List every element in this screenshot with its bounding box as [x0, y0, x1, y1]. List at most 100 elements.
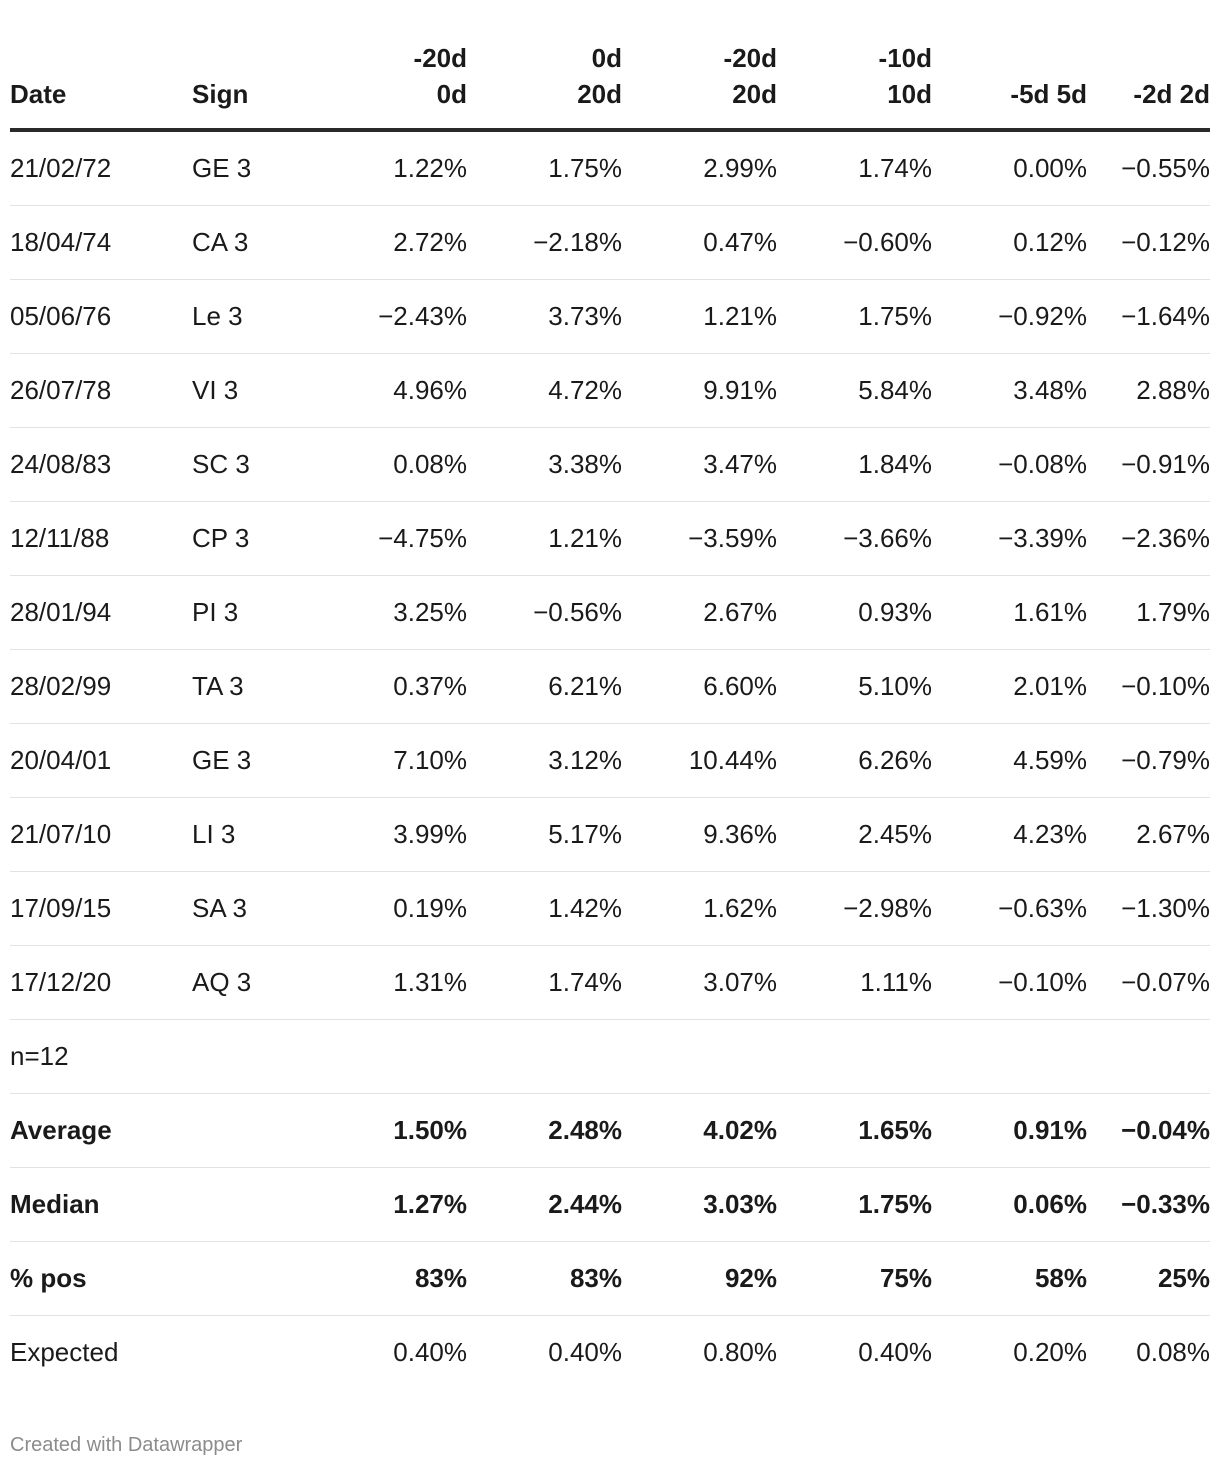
summary-value: 0.80% [703, 1337, 777, 1367]
column-header-line2: Sign [192, 79, 249, 109]
value-cell: 6.26% [777, 723, 932, 798]
value-cell: 4.96% [312, 353, 467, 428]
summary-label: Expected [10, 1337, 119, 1367]
data-table-container: Date Sign -20d 0d 0d 20d -20d 20d -10d 10d -5d 5d -… [10, 40, 1210, 1389]
column-header: Date [10, 40, 192, 132]
value-cell: −0.12% [1087, 205, 1210, 280]
summary-label: Average [10, 1093, 192, 1168]
value-cell: 1.21% [622, 279, 777, 354]
date-cell: 26/07/78 [10, 353, 192, 428]
summary-value: −0.33% [1087, 1167, 1210, 1242]
summary-row: Median 1.27% 2.44% 3.03% 1.75% 0.06% −0.33% [10, 1167, 1210, 1242]
empty-cell [192, 1316, 312, 1390]
value-cell: −0.92% [932, 279, 1087, 354]
value-cell: −1.64% [1087, 279, 1210, 354]
value-cell: 0.08% [312, 427, 467, 502]
summary-label: Median [10, 1167, 192, 1242]
value-cell: −0.60% [777, 205, 932, 280]
summary-value: −0.04% [1087, 1093, 1210, 1168]
value-cell: 1.84% [777, 427, 932, 502]
value-cell: 3.07% [622, 945, 777, 1020]
column-header-line2: -2d 2d [1133, 79, 1210, 109]
empty-cell [192, 1019, 312, 1094]
value-cell: 1.42% [467, 871, 622, 946]
summary-value: 92% [622, 1241, 777, 1316]
sign-cell: AQ 3 [192, 945, 312, 1020]
table-header: Date Sign -20d 0d 0d 20d -20d 20d -10d 10d -5d 5d -… [10, 40, 1210, 132]
sign-cell: TA 3 [192, 649, 312, 724]
summary-value: 83% [467, 1241, 622, 1316]
value-cell: 4.72% [467, 353, 622, 428]
table-row: 21/02/72 GE 3 1.22% 1.75% 2.99% 1.74% 0.00% −0.… [10, 130, 1210, 206]
table-row: 21/07/10 LI 3 3.99% 5.17% 9.36% 2.45% 4.23% 2.6… [10, 797, 1210, 872]
value-cell: 0.37% [312, 649, 467, 724]
summary-label: % pos [10, 1241, 192, 1316]
date-cell: 24/08/83 [10, 427, 192, 502]
table-row: 18/04/74 CA 3 2.72% −2.18% 0.47% −0.60% 0.12% −… [10, 205, 1210, 280]
empty-cell [932, 1019, 1087, 1094]
column-header: -20d 20d [622, 40, 777, 132]
value-cell: 3.12% [467, 723, 622, 798]
value-cell: −2.36% [1087, 501, 1210, 576]
value-cell: −3.59% [622, 501, 777, 576]
value-cell: −2.18% [467, 205, 622, 280]
value-cell: −3.39% [932, 501, 1087, 576]
value-cell: 2.88% [1087, 353, 1210, 428]
sign-cell: LI 3 [192, 797, 312, 872]
table-row: 17/09/15 SA 3 0.19% 1.42% 1.62% −2.98% −0.63% −… [10, 871, 1210, 946]
date-cell: 21/02/72 [10, 130, 192, 206]
empty-cell [777, 1019, 932, 1094]
column-header-line1: -20d [723, 43, 777, 73]
summary-value: 3.03% [622, 1167, 777, 1242]
value-cell: 0.93% [777, 575, 932, 650]
footer-credit: Created with Datawrapper [10, 1434, 243, 1456]
value-cell: 5.17% [467, 797, 622, 872]
value-cell: −2.98% [777, 871, 932, 946]
summary-value: 0.06% [932, 1167, 1087, 1242]
date-cell: 21/07/10 [10, 797, 192, 872]
summary-value: 0.91% [932, 1093, 1087, 1168]
summary-value: 0.20% [1013, 1337, 1087, 1367]
value-cell: 3.38% [467, 427, 622, 502]
summary-value: 1.75% [777, 1167, 932, 1242]
value-cell: 2.01% [932, 649, 1087, 724]
table-row: 05/06/76 Le 3 −2.43% 3.73% 1.21% 1.75% −0.92% −… [10, 279, 1210, 354]
summary-value: 2.44% [467, 1167, 622, 1242]
value-cell: 1.75% [467, 130, 622, 206]
value-cell: 2.99% [622, 130, 777, 206]
summary-value: 0.40% [858, 1337, 932, 1367]
value-cell: 3.25% [312, 575, 467, 650]
column-header-line2: 20d [577, 79, 622, 109]
date-cell: 12/11/88 [10, 501, 192, 576]
sign-cell: CP 3 [192, 501, 312, 576]
column-header: 0d 20d [467, 40, 622, 132]
summary-value: 83% [312, 1241, 467, 1316]
sign-cell: SC 3 [192, 427, 312, 502]
value-cell: −0.55% [1087, 130, 1210, 206]
value-cell: −2.43% [312, 279, 467, 354]
value-cell: 5.84% [777, 353, 932, 428]
date-cell: 28/02/99 [10, 649, 192, 724]
value-cell: 9.36% [622, 797, 777, 872]
value-cell: −0.08% [932, 427, 1087, 502]
summary-row: Expected 0.40% 0.40% 0.80% 0.40% 0.20% 0.08% [10, 1316, 1210, 1390]
summary-value: 1.65% [777, 1093, 932, 1168]
summary-value: 4.02% [622, 1093, 777, 1168]
table-row: 24/08/83 SC 3 0.08% 3.38% 3.47% 1.84% −0.08% −0… [10, 427, 1210, 502]
value-cell: −0.10% [932, 945, 1087, 1020]
value-cell: 3.99% [312, 797, 467, 872]
column-header-line2: -5d 5d [1010, 79, 1087, 109]
empty-cell [312, 1019, 467, 1094]
summary-value: 1.50% [312, 1093, 467, 1168]
column-header-line2: 20d [732, 79, 777, 109]
sign-cell: CA 3 [192, 205, 312, 280]
sign-cell: SA 3 [192, 871, 312, 946]
column-header-line1: -20d [413, 43, 467, 73]
value-cell: −0.91% [1087, 427, 1210, 502]
value-cell: 1.62% [622, 871, 777, 946]
value-cell: 1.74% [467, 945, 622, 1020]
sign-cell: Le 3 [192, 279, 312, 354]
value-cell: 10.44% [622, 723, 777, 798]
table-row: 28/01/94 PI 3 3.25% −0.56% 2.67% 0.93% 1.61% 1.… [10, 575, 1210, 650]
value-cell: 9.91% [622, 353, 777, 428]
